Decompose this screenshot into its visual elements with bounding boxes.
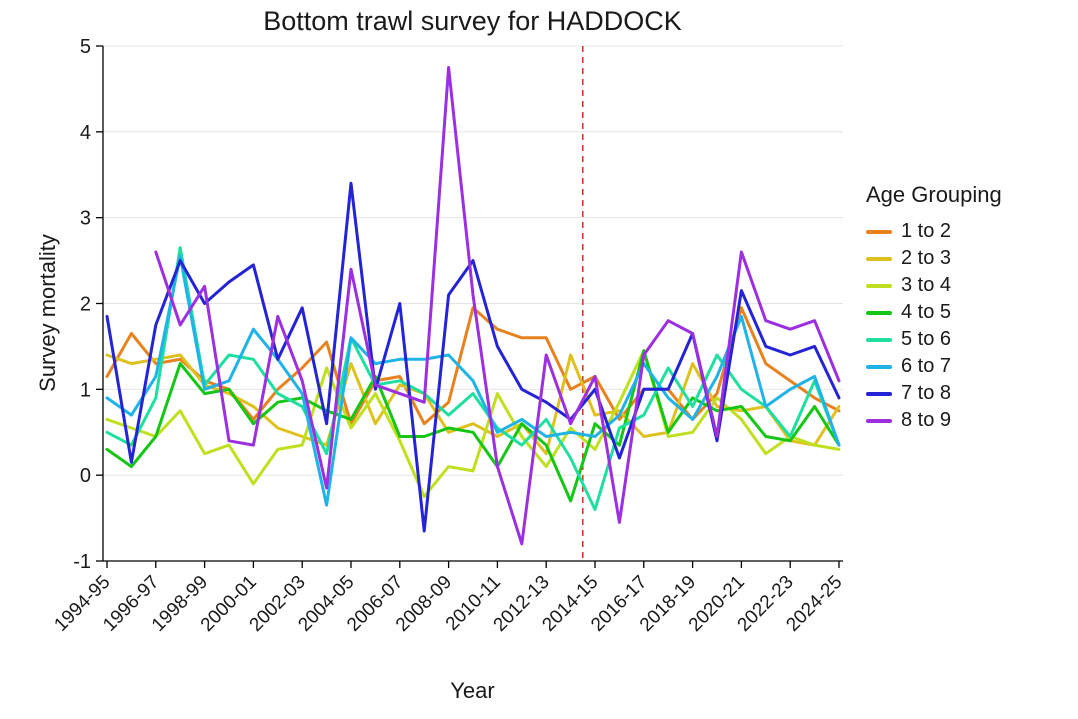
legend-swatch (866, 337, 892, 342)
legend-swatch (866, 229, 892, 234)
y-tick-label: 1 (80, 379, 91, 401)
legend-title: Age Grouping (866, 182, 1002, 207)
legend-entries: 1 to 2 2 to 3 3 to 4 4 to 5 5 to 6 6 to 7 7 to… (866, 218, 1002, 434)
series-line-3-to-4 (105, 349, 841, 499)
series-line-7-to-8 (105, 181, 841, 533)
legend-label: 3 to 4 (901, 274, 952, 296)
y-tick-label: 2 (80, 294, 91, 316)
legend-swatch (866, 391, 892, 396)
series-line-6-to-7 (105, 254, 841, 507)
legend-entry: 7 to 8 (866, 380, 1002, 407)
legend-label: 7 to 8 (901, 382, 952, 404)
legend-entry: 8 to 9 (866, 407, 1002, 434)
y-tick-label: 0 (80, 465, 91, 487)
x-axis-label: Year (450, 678, 495, 703)
series-line-2-to-3 (105, 353, 841, 456)
y-tick-label: 5 (80, 36, 91, 58)
legend-entry: 2 to 3 (866, 245, 1002, 272)
legend-label: 1 to 2 (901, 220, 952, 242)
series-line-8-to-9 (154, 66, 841, 546)
y-tick-label: 4 (80, 122, 91, 144)
legend-swatch (866, 256, 892, 261)
legend-label: 8 to 9 (901, 409, 952, 431)
legend-swatch (866, 418, 892, 423)
y-tick-label: -1 (73, 551, 91, 573)
legend-swatch (866, 283, 892, 288)
legend: Age Grouping 1 to 2 2 to 3 3 to 4 4 to 5 5 t… (866, 182, 1002, 434)
series-line-4-to-5 (105, 349, 841, 503)
chart-title: Bottom trawl survey for HADDOCK (263, 6, 682, 36)
legend-label: 4 to 5 (901, 301, 952, 323)
legend-entry: 1 to 2 (866, 218, 1002, 245)
legend-entry: 5 to 6 (866, 326, 1002, 353)
legend-swatch (866, 364, 892, 369)
y-tick-label: 3 (80, 208, 91, 230)
legend-label: 6 to 7 (901, 355, 952, 377)
legend-label: 5 to 6 (901, 328, 952, 350)
legend-swatch (866, 310, 892, 315)
legend-entry: 6 to 7 (866, 353, 1002, 380)
legend-entry: 4 to 5 (866, 299, 1002, 326)
legend-entry: 3 to 4 (866, 272, 1002, 299)
legend-label: 2 to 3 (901, 247, 952, 269)
series-line-5-to-6 (105, 246, 841, 511)
